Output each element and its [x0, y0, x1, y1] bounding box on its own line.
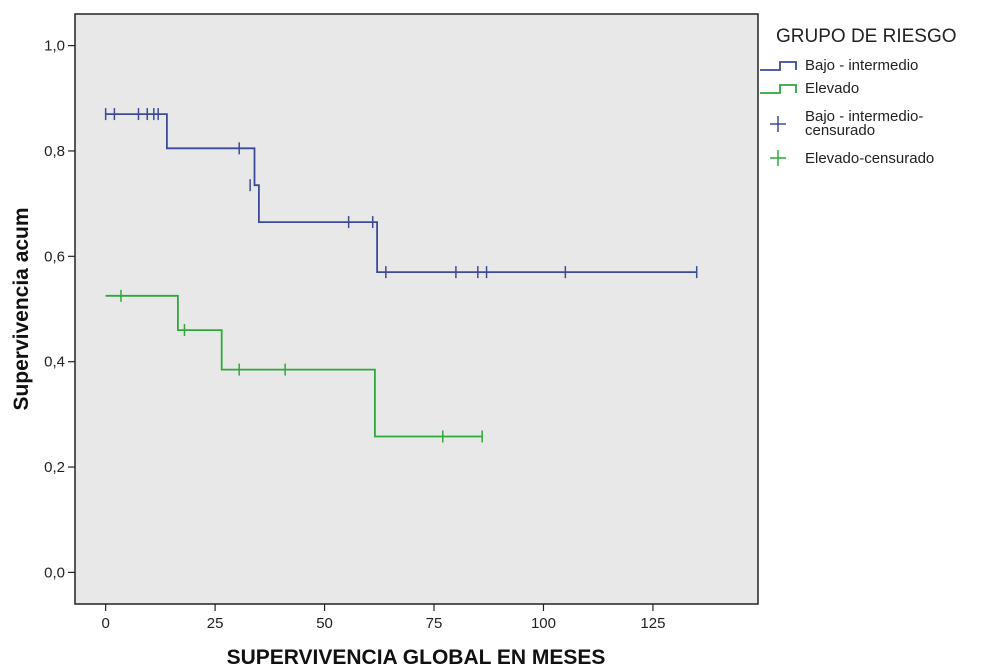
legend-line-swatch [760, 61, 797, 71]
legend-label: Bajo - intermedio [805, 57, 918, 74]
legend-label: censurado [805, 122, 875, 139]
y-tick-label: 0,4 [44, 354, 65, 371]
y-tick-label: 0,6 [44, 248, 65, 265]
x-tick-label: 75 [426, 615, 443, 632]
x-tick-label: 125 [640, 615, 665, 632]
legend-label: Elevado [805, 80, 859, 97]
series-line-bajo-intermedio [105, 113, 697, 274]
legend-line-swatch [760, 84, 797, 94]
legend-title: GRUPO DE RIESGO [776, 26, 957, 47]
y-tick-label: 0,2 [44, 459, 65, 476]
x-tick-label: 50 [316, 615, 333, 632]
legend-label: Bajo - intermedio- [805, 108, 923, 125]
x-axis: 0 25 50 75 100 125 [101, 604, 665, 632]
y-tick-label: 0,8 [44, 143, 65, 160]
y-tick-label: 0,0 [44, 564, 65, 581]
y-axis: 0,0 0,2 0,4 0,6 0,8 1,0 [44, 38, 75, 581]
legend: GRUPO DE RIESGO Bajo - intermedio Elevado… [760, 26, 957, 167]
series-line-elevado [105, 294, 483, 438]
x-tick-label: 100 [531, 615, 556, 632]
x-tick-label: 25 [207, 615, 224, 632]
y-tick-label: 1,0 [44, 38, 65, 55]
y-axis-title: Supervivencia acum [10, 207, 33, 410]
x-axis-title: SUPERVIVENCIA GLOBAL EN MESES [227, 646, 606, 668]
legend-label: Elevado-censurado [805, 150, 934, 167]
plot-area [74, 13, 759, 605]
x-tick-label: 0 [101, 615, 109, 632]
series-layer [104, 108, 698, 443]
